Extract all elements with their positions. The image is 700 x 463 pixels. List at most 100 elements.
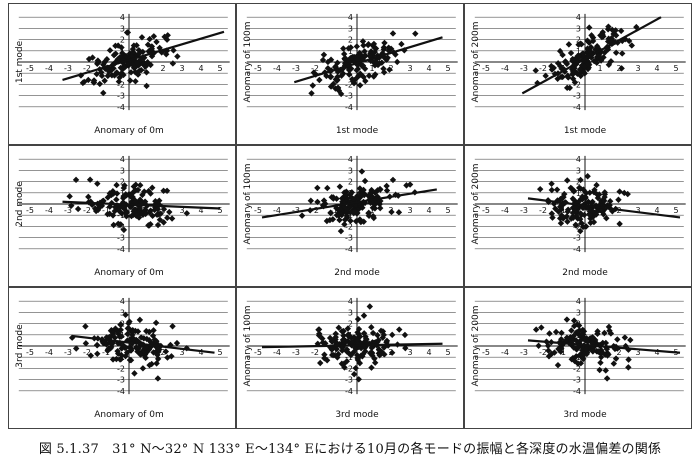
scatter-point bbox=[338, 347, 346, 354]
scatter-point bbox=[346, 71, 353, 78]
scatter-point bbox=[298, 212, 306, 219]
scatter-point bbox=[319, 56, 327, 64]
scatter-point bbox=[85, 76, 92, 84]
scatter-point bbox=[579, 195, 586, 203]
scatter-point bbox=[561, 58, 569, 65]
scatter-point bbox=[89, 54, 96, 61]
scatter-point bbox=[569, 209, 577, 217]
scatter-point bbox=[589, 34, 597, 41]
scatter-point bbox=[347, 217, 354, 225]
scatter-point bbox=[134, 328, 142, 335]
scatter-point bbox=[108, 191, 115, 199]
scatter-point bbox=[381, 351, 388, 358]
scatter-point bbox=[356, 49, 363, 57]
scatter-point bbox=[140, 335, 148, 342]
scatter-point bbox=[596, 366, 603, 374]
x-tick-label: 5 bbox=[445, 348, 450, 357]
scatter-point bbox=[371, 201, 379, 208]
scatter-point bbox=[332, 63, 339, 70]
x-axis-label: 2nd mode bbox=[334, 268, 380, 278]
scatter-point bbox=[351, 207, 359, 215]
scatter-point bbox=[600, 197, 608, 205]
scatter-point bbox=[141, 60, 148, 67]
x-tick-label: 2 bbox=[616, 348, 621, 357]
scatter-point bbox=[117, 326, 124, 334]
y-tick-label: 1 bbox=[348, 47, 353, 56]
scatter-point bbox=[554, 361, 562, 369]
scatter-markers bbox=[308, 30, 419, 98]
x-tick-label: -4 bbox=[273, 64, 281, 73]
scatter-point bbox=[356, 333, 364, 340]
scatter-point bbox=[126, 77, 134, 84]
scatter-point bbox=[106, 47, 114, 54]
scatter-point bbox=[577, 40, 584, 47]
y-tick-label: 2 bbox=[348, 178, 353, 187]
scatter-point bbox=[607, 36, 615, 43]
x-tick-label: 3 bbox=[635, 64, 640, 73]
x-axis-label: Anomary of 0m bbox=[94, 126, 164, 136]
y-axis-label: Anomary of 200m bbox=[471, 305, 481, 386]
scatter-point bbox=[158, 49, 165, 56]
y-axis-label: Anomary of 100m bbox=[243, 163, 253, 244]
scatter-point bbox=[111, 334, 119, 341]
scatter-point bbox=[563, 60, 571, 68]
scatter-point bbox=[380, 44, 388, 51]
scatter-point bbox=[150, 33, 158, 40]
y-tick-label: 3 bbox=[120, 308, 125, 317]
scatter-point bbox=[556, 47, 564, 55]
scatter-point bbox=[327, 83, 335, 90]
scatter-point bbox=[581, 336, 588, 343]
scatter-point bbox=[359, 350, 367, 358]
scatter-point bbox=[128, 212, 135, 220]
scatter-point bbox=[127, 69, 135, 76]
x-tick-label: -2 bbox=[539, 64, 547, 73]
x-tick-label: -5 bbox=[482, 348, 490, 357]
scatter-point bbox=[340, 45, 347, 52]
x-axis-label: 3rd mode bbox=[335, 410, 379, 420]
y-tick-label: 4 bbox=[576, 13, 581, 22]
y-axis-label: 1st mode bbox=[15, 40, 25, 83]
scatter-point bbox=[100, 61, 107, 68]
y-tick-label: 4 bbox=[576, 297, 581, 306]
scatter-point bbox=[359, 38, 367, 45]
scatter-point bbox=[152, 198, 159, 205]
scatter-point bbox=[559, 213, 566, 220]
scatter-point bbox=[341, 189, 348, 196]
y-tick-label: 4 bbox=[120, 13, 125, 22]
y-tick-label: 3 bbox=[576, 308, 581, 317]
scatter-point bbox=[153, 38, 160, 46]
scatter-point bbox=[337, 227, 345, 235]
figure-caption: 図 5.1.37 31° N～32° N 133° E～134° Eにおける10… bbox=[38, 442, 662, 457]
scatter-point bbox=[358, 168, 366, 175]
scatter-point bbox=[361, 65, 369, 72]
scatter-point bbox=[368, 324, 375, 331]
scatter-point bbox=[154, 375, 162, 382]
scatter-point bbox=[388, 208, 395, 216]
scatter-point bbox=[334, 59, 341, 67]
scatter-point bbox=[336, 183, 344, 190]
trend-line bbox=[293, 36, 443, 84]
scatter-point bbox=[133, 59, 141, 66]
scatter-point bbox=[389, 30, 397, 37]
x-tick-label: -2 bbox=[311, 348, 319, 357]
scatter-point bbox=[604, 46, 612, 53]
y-tick-label: -3 bbox=[345, 376, 353, 385]
scatter-point bbox=[150, 349, 157, 356]
scatter-point bbox=[366, 303, 373, 310]
scatter-point bbox=[374, 332, 381, 339]
scatter-point bbox=[124, 330, 131, 338]
x-axis-label: Anomary of 0m bbox=[94, 268, 164, 278]
scatter-point bbox=[586, 24, 593, 31]
scatter-point bbox=[335, 212, 342, 219]
y-tick-label: -1 bbox=[345, 353, 353, 362]
scatter-point bbox=[365, 212, 373, 220]
scatter-point bbox=[160, 219, 167, 226]
scatter-point bbox=[388, 349, 396, 356]
x-tick-label: 5 bbox=[217, 64, 222, 73]
x-tick-label: 3 bbox=[635, 206, 640, 215]
x-tick-label: 5 bbox=[445, 206, 450, 215]
scatter-point bbox=[354, 315, 362, 323]
scatter-point bbox=[112, 42, 119, 50]
